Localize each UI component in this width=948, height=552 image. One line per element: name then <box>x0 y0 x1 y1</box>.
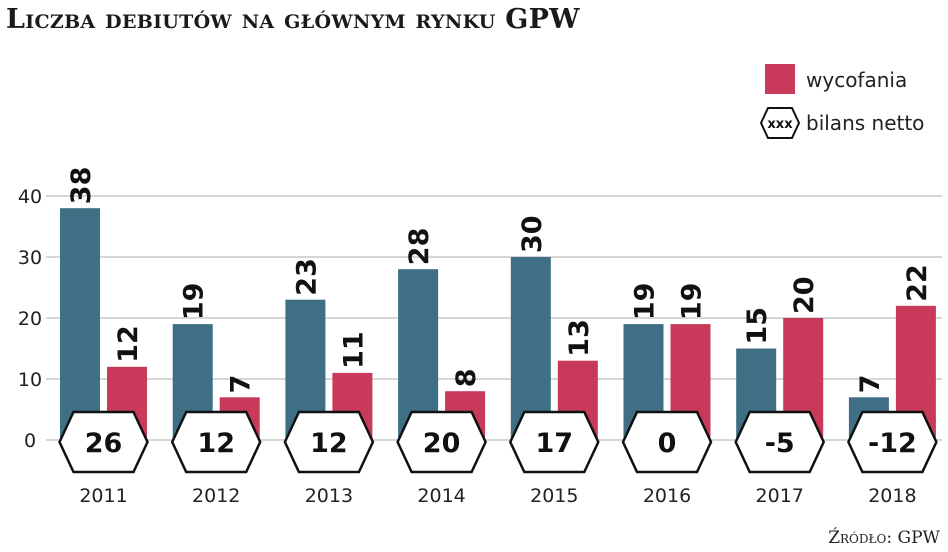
x-tick-label: 2014 <box>417 485 465 507</box>
net-balance-value: 17 <box>536 428 574 459</box>
x-tick-label: 2017 <box>756 485 804 507</box>
net-balance-hexagon <box>396 410 487 474</box>
y-tick-label: 10 <box>18 369 42 391</box>
net-balance-hexagon <box>734 410 826 474</box>
value-label-wycofania: 20 <box>789 276 820 314</box>
net-balance-value: 12 <box>197 428 235 459</box>
value-label-wycofania: 19 <box>677 283 708 321</box>
net-balance-value: -5 <box>765 428 795 459</box>
value-label-debiuty: 30 <box>517 215 548 253</box>
y-tick-label: 20 <box>18 308 42 330</box>
net-balance-value: 0 <box>658 428 677 459</box>
value-label-wycofania: 22 <box>902 264 933 302</box>
y-tick-label: 30 <box>18 247 42 269</box>
net-balance-hexagon <box>58 410 149 474</box>
x-tick-label: 2016 <box>643 485 691 507</box>
legend-swatch-wycofania <box>765 64 795 94</box>
value-label-wycofania: 11 <box>338 331 369 369</box>
value-label-wycofania: 12 <box>113 325 144 363</box>
value-label-debiuty: 7 <box>855 375 886 394</box>
value-label-wycofania: 13 <box>564 319 595 357</box>
value-label-debiuty: 28 <box>404 228 435 266</box>
legend-hexagon-icon <box>759 107 801 139</box>
source-note: Źródło: GPW <box>828 528 940 548</box>
legend-label-wycofania: wycofania <box>806 68 907 92</box>
x-tick-label: 2012 <box>192 485 240 507</box>
value-label-debiuty: 19 <box>179 283 210 321</box>
net-balance-hexagon <box>508 410 600 474</box>
chart-title: Liczba debiutów na głównym rynku GPW <box>6 4 580 35</box>
value-label-debiuty: 15 <box>742 307 773 345</box>
bar-debiuty <box>60 208 100 440</box>
value-label-debiuty: 19 <box>630 283 661 321</box>
x-tick-label: 2018 <box>868 485 916 507</box>
y-tick-label: 40 <box>18 186 42 208</box>
value-label-debiuty: 23 <box>291 258 322 296</box>
value-label-wycofania: 7 <box>226 375 257 394</box>
value-label-debiuty: 38 <box>66 167 97 205</box>
x-tick-label: 2015 <box>530 485 578 507</box>
net-balance-hexagon <box>170 410 262 474</box>
x-tick-label: 2013 <box>305 485 353 507</box>
value-label-wycofania: 8 <box>451 368 482 387</box>
net-balance-value: 12 <box>310 428 348 459</box>
net-balance-hexagon <box>847 410 938 474</box>
net-balance-value: 20 <box>423 428 461 459</box>
y-tick-label: 0 <box>24 430 36 452</box>
legend-hexagon-text: xxx <box>767 117 793 132</box>
net-balance-value: 26 <box>85 428 123 459</box>
net-balance-hexagon <box>621 410 713 474</box>
net-balance-hexagon <box>283 410 375 474</box>
bar-debiuty <box>510 257 551 440</box>
net-balance-value: -12 <box>868 428 917 459</box>
x-tick-label: 2011 <box>79 485 127 507</box>
legend-label-bilans-netto: bilans netto <box>806 111 924 135</box>
